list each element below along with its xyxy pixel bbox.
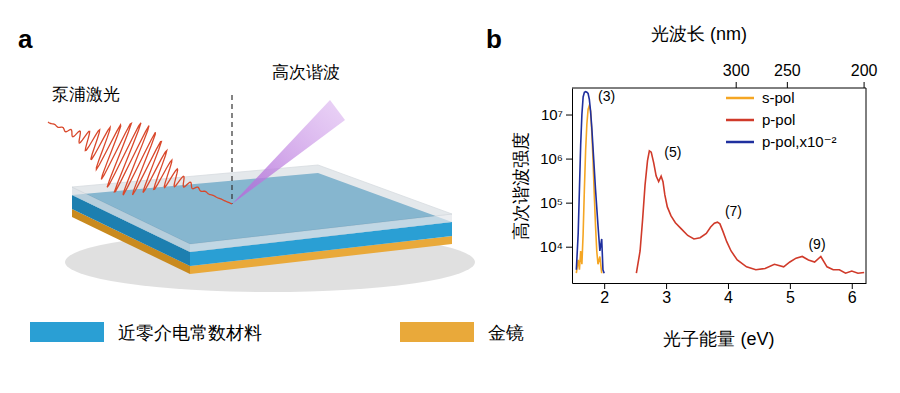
tick-label: 10⁷ xyxy=(541,106,563,123)
legend-label: p-pol,x10⁻² xyxy=(762,133,837,150)
tick: 10⁶ xyxy=(540,150,572,167)
x-axis-title: 光子能量 (eV) xyxy=(663,329,774,349)
figure: a 泵浦激光 高次谐波近零介电常数材料 金镜 b 2 3 4 5 6 光子能量 (eV) 10⁴ 10⁵… xyxy=(0,0,900,393)
plot-lines xyxy=(576,92,864,274)
tick-mark xyxy=(566,159,572,160)
pump-label: 泵浦激光 xyxy=(52,85,120,104)
annotation: (3) xyxy=(598,88,615,104)
tick-label: 10⁵ xyxy=(540,194,563,211)
harmonic-label: 高次谐波 xyxy=(272,63,340,82)
series-line xyxy=(576,92,604,274)
tick-mark xyxy=(864,82,865,88)
series-line xyxy=(636,151,864,273)
tick-label: 300 xyxy=(723,62,750,79)
axis-line xyxy=(572,88,866,89)
tick-mark xyxy=(566,203,572,204)
tick-label: 250 xyxy=(774,62,801,79)
legend-label: 近零介电常数材料 xyxy=(118,323,262,343)
x2-axis-title: 光波长 (nm) xyxy=(651,24,747,44)
y-axis: 10⁴ 10⁵ 10⁶ 10⁷ xyxy=(540,89,573,284)
axis-line xyxy=(572,89,573,284)
harmonic-beam xyxy=(232,100,345,204)
legend-swatch xyxy=(726,97,754,100)
frame xyxy=(866,88,867,283)
legend-label: p-pol xyxy=(762,111,795,128)
tick-mark xyxy=(566,247,572,248)
tick-label: 2 xyxy=(600,289,609,306)
tick: 4 xyxy=(724,283,733,306)
tick: 10⁷ xyxy=(541,106,572,123)
tick: 3 xyxy=(662,283,671,306)
legend-label: s-pol xyxy=(762,89,795,106)
tick-mark xyxy=(566,115,572,116)
tick: 10⁵ xyxy=(540,194,572,211)
tick-label: 10⁶ xyxy=(540,150,563,167)
legend-swatch xyxy=(400,322,474,342)
tick: 6 xyxy=(848,283,857,306)
panel-b: b 2 3 4 5 6 光子能量 (eV) 10⁴ 10⁵ 10⁶ 10⁷ 高次谐波强度 300 250 2… xyxy=(486,24,878,349)
tick-mark xyxy=(666,283,667,289)
pump-pulse xyxy=(48,122,232,204)
tick-mark xyxy=(787,82,788,88)
normal-line xyxy=(231,95,232,204)
panel-label: a xyxy=(18,24,33,54)
legend-swatch xyxy=(30,322,104,342)
annotation: (5) xyxy=(664,144,681,160)
legend-swatch xyxy=(726,141,754,144)
annotation: (9) xyxy=(808,236,825,252)
axis-line xyxy=(573,283,867,284)
y-axis-title: 高次谐波强度 xyxy=(511,132,531,240)
tick-mark xyxy=(852,283,853,289)
tick-mark xyxy=(736,82,737,88)
tick-label: 3 xyxy=(662,289,671,306)
x-axis: 2 3 4 5 6 xyxy=(573,283,867,306)
tick-mark xyxy=(728,283,729,289)
tick-label: 5 xyxy=(786,289,795,306)
annotation: (7) xyxy=(725,203,742,219)
tick-label: 4 xyxy=(724,289,733,306)
tick: 5 xyxy=(786,283,795,306)
tick: 10⁴ xyxy=(540,238,572,255)
tick-label: 200 xyxy=(851,62,878,79)
panel-a: a 泵浦激光 高次谐波近零介电常数材料 金镜 xyxy=(18,24,524,343)
legend-swatch xyxy=(726,119,754,122)
tick-mark xyxy=(604,283,605,289)
tick-mark xyxy=(790,283,791,289)
tick: 2 xyxy=(600,283,609,306)
legend-label: 金镜 xyxy=(488,323,524,343)
panel-label: b xyxy=(486,24,502,54)
tick-label: 10⁴ xyxy=(540,238,563,255)
x2-axis: 300 250 200 xyxy=(572,62,878,88)
tick-label: 6 xyxy=(848,289,857,306)
